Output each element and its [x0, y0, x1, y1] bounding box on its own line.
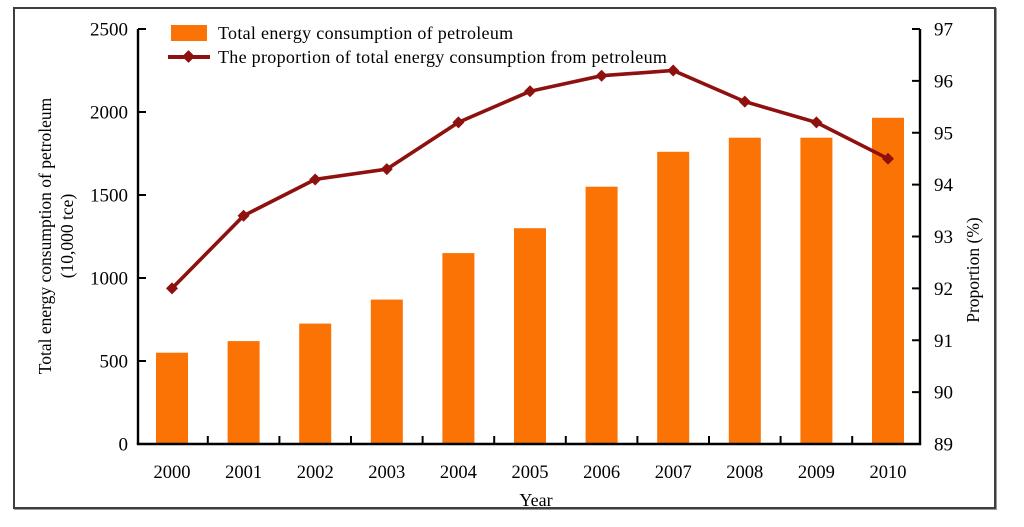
right-tick-label: 89 [934, 435, 953, 456]
left-tick-label: 2500 [90, 20, 128, 41]
right-tick-label: 95 [934, 123, 953, 144]
line-marker-icon [168, 50, 210, 63]
right-tick-label: 90 [934, 383, 953, 404]
line-marker-2000 [166, 282, 178, 295]
legend-item-line: The proportion of total energy consumpti… [168, 45, 667, 69]
left-tick-label: 0 [119, 435, 129, 456]
x-tick-label: 2001 [225, 463, 262, 483]
x-tick-label: 2004 [440, 463, 477, 483]
x-tick-label: 2002 [297, 463, 334, 483]
line-marker-2001 [237, 209, 250, 222]
line-marker-2005 [524, 85, 536, 98]
left-axis-title-line2: (10,000 tce) [57, 193, 77, 279]
bar-2005 [514, 228, 546, 444]
right-tick-label: 94 [934, 175, 954, 196]
left-tick-label: 500 [100, 352, 129, 373]
bar-2004 [442, 253, 475, 444]
left-axis-title: Total energy consumption of petroleum (1… [34, 1, 78, 471]
right-axis-title: Proportion (%) [963, 217, 983, 323]
left-tick-label: 1000 [90, 269, 128, 290]
left-axis-title-line1: Total energy consumption of petroleum [35, 97, 55, 375]
x-tick-label: 2003 [368, 463, 405, 483]
right-tick-label: 97 [934, 20, 953, 41]
left-tick-label: 2000 [90, 103, 128, 124]
legend-bar-label: Total energy consumption of petroleum [218, 22, 514, 43]
legend-line-key [168, 50, 210, 63]
line-marker-2007 [667, 64, 680, 77]
bar-2006 [585, 186, 618, 444]
x-tick-label: 2006 [583, 463, 620, 483]
bar-2010 [872, 117, 904, 445]
bar-2003 [370, 299, 403, 444]
bar-2007 [657, 151, 690, 445]
bar-swatch-icon [171, 25, 207, 41]
bar-2009 [800, 137, 833, 444]
diamond-icon [182, 50, 195, 63]
line-marker-2010 [882, 152, 894, 165]
bar-2001 [227, 341, 260, 444]
legend-line-label: The proportion of total energy consumpti… [218, 46, 668, 67]
x-tick-label: 2007 [655, 463, 692, 483]
right-tick-label: 93 [934, 227, 953, 248]
x-axis-title: Year [519, 490, 553, 510]
x-tick-label: 2009 [798, 463, 835, 483]
legend: Total energy consumption of petroleum Th… [168, 21, 667, 69]
x-tick-label: 2000 [154, 463, 191, 483]
line-marker-2006 [595, 69, 608, 82]
line-marker-2004 [452, 116, 465, 129]
legend-bar-key [168, 25, 210, 41]
x-tick-label: 2005 [512, 463, 549, 483]
line-marker-2002 [309, 173, 322, 186]
line-marker-2009 [810, 116, 823, 129]
right-tick-label: 92 [934, 279, 953, 300]
left-tick-label: 1500 [90, 186, 128, 207]
line-marker-2003 [380, 163, 393, 176]
bar-2000 [156, 352, 188, 444]
right-tick-label: 91 [934, 331, 953, 352]
legend-item-bars: Total energy consumption of petroleum [168, 21, 667, 45]
bar-2008 [728, 137, 761, 444]
line-marker-2008 [738, 95, 751, 108]
bar-2002 [299, 323, 332, 444]
x-tick-label: 2010 [870, 463, 907, 483]
x-tick-label: 2008 [726, 463, 763, 483]
right-tick-label: 96 [934, 71, 953, 92]
